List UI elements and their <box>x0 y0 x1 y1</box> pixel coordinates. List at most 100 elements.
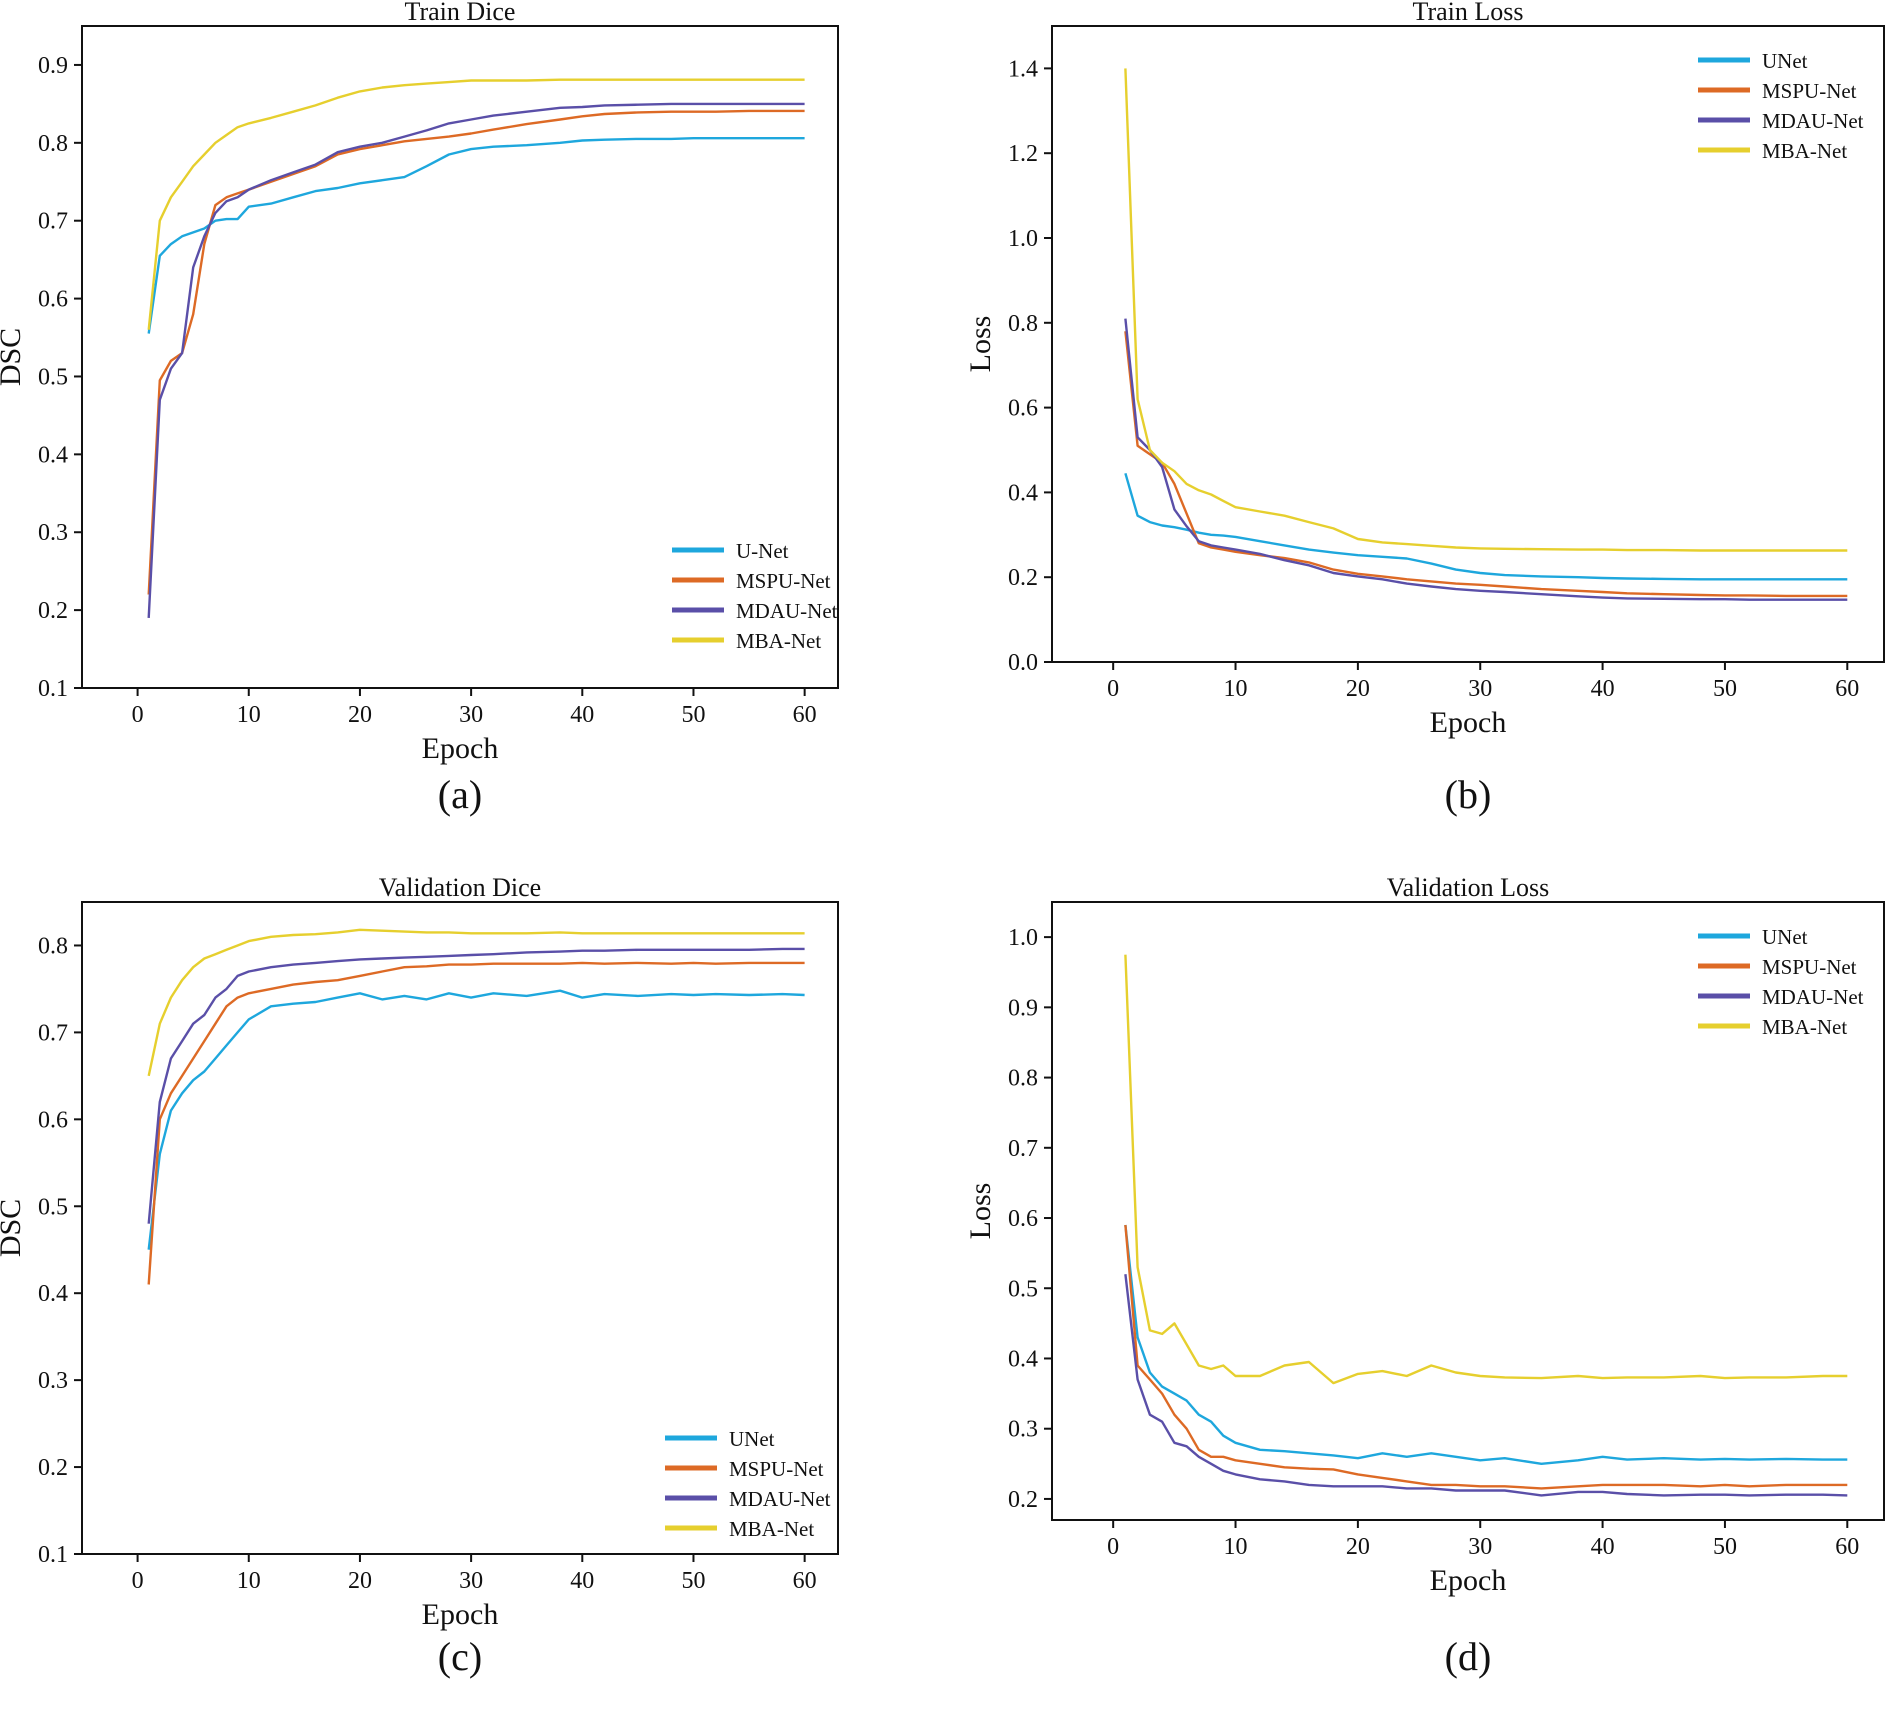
legend-label: MDAU-Net <box>729 1487 831 1511</box>
series-line-mdau <box>147 102 805 618</box>
x-tick-label: 60 <box>1835 1534 1859 1560</box>
y-tick-label: 0.4 <box>1008 1346 1038 1372</box>
x-tick-label: 50 <box>681 702 705 728</box>
y-tick-label: 0.8 <box>1008 1066 1038 1092</box>
legend-label: MDAU-Net <box>1762 109 1864 133</box>
legend-label: MBA-Net <box>736 629 821 653</box>
series-line-mspu <box>1124 1224 1848 1490</box>
plot-frame <box>81 25 839 689</box>
chart-4: Validation Loss 0 10 20 30 40 50 60 0.2 0.3 0.4 0.5… <box>964 873 1885 1679</box>
chart-title: Validation Loss <box>1387 873 1550 902</box>
x-tick-label: 40 <box>1591 1534 1615 1560</box>
x-tick-label: 40 <box>1591 676 1615 702</box>
x-tick-label: 60 <box>793 1568 817 1594</box>
x-axis-label: Epoch <box>1430 1564 1507 1597</box>
x-tick-label: 10 <box>237 702 261 728</box>
series-line-mdau <box>1124 318 1848 601</box>
y-axis-label: DSC <box>0 328 27 386</box>
series-line-unet <box>1124 1224 1848 1465</box>
x-axis-label: Epoch <box>422 732 499 765</box>
panel-label: (d) <box>1445 1634 1492 1679</box>
x-tick-label: 20 <box>348 1568 372 1594</box>
y-tick-label: 0.7 <box>38 209 68 235</box>
legend-label: MBA-Net <box>729 1517 814 1541</box>
legend: UNet MSPU-Net MDAU-Net MBA-Net <box>665 1427 831 1541</box>
panel-label: (a) <box>438 772 482 817</box>
y-tick-label: 0.0 <box>1008 650 1038 676</box>
plot-frame <box>1051 901 1885 1521</box>
chart-1: Train Dice 0 10 20 30 40 50 60 0.1 0.2 0.3 0.4 0.5 0.… <box>0 0 839 817</box>
y-tick-label: 0.2 <box>38 598 68 624</box>
series-line-mba <box>147 928 805 1077</box>
x-tick-label: 10 <box>237 1568 261 1594</box>
panel-label: (c) <box>438 1634 482 1679</box>
series-line-mspu <box>147 109 805 595</box>
y-axis-label: Loss <box>964 316 997 373</box>
legend-label: MBA-Net <box>1762 139 1847 163</box>
chart-2: Train Loss 0 10 20 30 40 50 60 0.0 0.2 0.4 0.6 0.8 1.… <box>964 0 1885 817</box>
x-tick-label: 30 <box>459 702 483 728</box>
y-tick-label: 0.7 <box>38 1020 68 1046</box>
panel-label: (b) <box>1445 772 1492 817</box>
x-tick-label: 30 <box>1468 676 1492 702</box>
chart-3: Validation Dice 0 10 20 30 40 50 60 0.1 0.2 0.3 0.4… <box>0 873 839 1679</box>
y-tick-label: 0.7 <box>1008 1136 1038 1162</box>
y-tick-label: 0.6 <box>38 287 68 313</box>
legend: UNet MSPU-Net MDAU-Net MBA-Net <box>1698 925 1864 1039</box>
legend-label: UNet <box>1762 925 1808 949</box>
y-tick-label: 0.4 <box>38 1281 68 1307</box>
plot-frame <box>1051 25 1885 663</box>
legend-label: MBA-Net <box>1762 1015 1847 1039</box>
series-line-mspu <box>147 961 805 1285</box>
y-tick-label: 0.9 <box>1008 995 1038 1021</box>
series-line-unet <box>147 137 805 334</box>
x-tick-label: 30 <box>1468 1534 1492 1560</box>
x-tick-label: 30 <box>459 1568 483 1594</box>
x-tick-label: 0 <box>132 1568 144 1594</box>
x-tick-label: 50 <box>1713 676 1737 702</box>
series-line-mspu <box>1124 331 1848 598</box>
y-axis-label: DSC <box>0 1199 27 1257</box>
y-tick-label: 0.8 <box>38 131 68 157</box>
legend-label: MDAU-Net <box>736 599 838 623</box>
y-tick-label: 1.2 <box>1008 141 1038 167</box>
x-tick-label: 20 <box>1346 1534 1370 1560</box>
y-tick-label: 0.8 <box>1008 311 1038 337</box>
y-tick-label: 1.4 <box>1008 56 1038 82</box>
y-tick-label: 0.5 <box>1008 1276 1038 1302</box>
series-line-unet <box>147 989 805 1250</box>
x-tick-label: 0 <box>1107 1534 1119 1560</box>
series-line-mba <box>1124 68 1848 552</box>
chart-title: Validation Dice <box>379 873 541 902</box>
series-line-mba <box>147 78 805 330</box>
chart-title: Train Dice <box>405 0 516 26</box>
y-tick-label: 0.5 <box>38 1194 68 1220</box>
chart-title: Train Loss <box>1412 0 1523 26</box>
legend-label: MSPU-Net <box>729 1457 824 1481</box>
x-tick-label: 40 <box>570 702 594 728</box>
x-tick-label: 0 <box>132 702 144 728</box>
x-axis-label: Epoch <box>422 1598 499 1631</box>
y-tick-label: 0.1 <box>38 676 68 702</box>
y-tick-label: 0.2 <box>38 1455 68 1481</box>
legend: U-Net MSPU-Net MDAU-Net MBA-Net <box>672 539 838 653</box>
legend: UNet MSPU-Net MDAU-Net MBA-Net <box>1698 49 1864 163</box>
y-tick-label: 0.5 <box>38 364 68 390</box>
series-line-mdau <box>147 947 805 1224</box>
y-tick-label: 0.2 <box>1008 565 1038 591</box>
plot-frame <box>81 901 839 1555</box>
x-tick-label: 20 <box>348 702 372 728</box>
y-tick-label: 0.4 <box>38 442 68 468</box>
x-tick-label: 60 <box>793 702 817 728</box>
y-tick-label: 0.3 <box>38 520 68 546</box>
y-tick-label: 0.3 <box>38 1368 68 1394</box>
x-tick-label: 0 <box>1107 676 1119 702</box>
x-tick-label: 50 <box>1713 1534 1737 1560</box>
y-tick-label: 0.8 <box>38 933 68 959</box>
legend-label: MSPU-Net <box>736 569 831 593</box>
y-tick-label: 0.4 <box>1008 480 1038 506</box>
x-tick-label: 20 <box>1346 676 1370 702</box>
series-line-mba <box>1124 954 1848 1385</box>
